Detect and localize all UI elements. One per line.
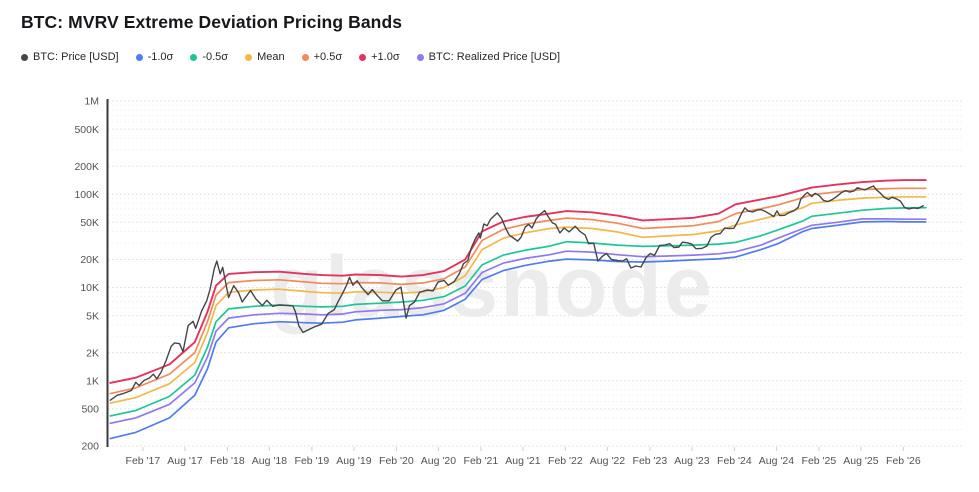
legend-item-minus-0-5-sigma[interactable]: -0.5σ [190,51,228,63]
series-line-realized-price [109,218,927,425]
x-axis-label: Aug '25 [843,455,878,467]
glassnode-watermark: glassnode [270,239,713,335]
x-axis-label: Feb '21 [464,455,499,467]
y-axis-label: 20K [80,254,99,266]
legend-label: -0.5σ [202,51,229,63]
legend-label: +1.0σ [371,51,400,63]
y-axis-label: 50K [80,217,99,229]
x-axis-label: Aug '17 [167,455,202,467]
x-axis-label: Aug '18 [252,455,287,467]
plus-0-5-sigma-legend-dot [301,53,309,61]
legend-item-minus-1-0-sigma[interactable]: -1.0σ [135,51,174,63]
y-axis-label: 1M [84,96,99,108]
legend-label: BTC: Price [USD] [33,51,119,63]
x-axis-label: Aug '21 [505,455,540,467]
x-axis-label: Feb '20 [379,455,414,467]
x-axis-label: Feb '18 [210,455,245,467]
y-axis-label: 500K [74,124,99,136]
x-axis-label: Feb '19 [295,455,330,467]
realized-price-legend-dot [416,53,424,61]
y-axis: 1M 500K 200K 100K 50K 20K 10K 5K 2K 1K 500 200 [74,96,99,453]
series-line-plus-0-5-sigma [109,187,927,395]
legend-item-plus-1-0-sigma[interactable]: +1.0σ [359,51,400,63]
series-line-minus-0-5-sigma [109,206,927,417]
minus-0-5-sigma-legend-dot [190,53,198,61]
legend-label: Mean [257,51,285,63]
series-lines [109,179,927,440]
y-axis-label: 10K [80,282,99,294]
x-axis-label: Feb '25 [802,455,837,467]
x-axis-label: Feb '26 [886,455,921,467]
x-axis: Feb '17 Aug '17 Feb '18 Aug '18 Feb '19 Aug '… [126,447,921,467]
x-axis-label: Feb '23 [633,455,668,467]
y-axis-label: 100K [74,189,99,201]
y-axis-label: 500 [81,404,99,416]
y-axis-label: 1K [86,375,99,387]
y-axis-label: 200K [74,161,99,173]
legend-item-plus-0-5-sigma[interactable]: +0.5σ [301,51,343,63]
minus-1-0-sigma-legend-dot [135,53,143,61]
x-axis-label: Feb '22 [548,455,583,467]
series-line-price [109,185,924,401]
legend-label: +0.5σ [313,51,343,63]
legend-label: -1.0σ [147,51,174,63]
series-line-minus-1-0-sigma [109,220,927,440]
price-legend-dot [21,53,28,61]
x-axis-label: Feb '17 [126,455,161,467]
x-axis-label: Aug '23 [674,455,709,467]
y-axis-label: 200 [81,441,99,453]
legend: BTC: Price [USD] -1.0σ -0.5σ Mean +0.5σ +1.0σ… [21,51,560,63]
plus-1-0-sigma-legend-dot [359,53,367,61]
legend-item-realized-price[interactable]: BTC: Realized Price [USD] [416,51,561,63]
legend-item-mean[interactable]: Mean [245,51,285,63]
x-axis-label: Aug '22 [590,455,625,467]
page-title: BTC: MVRV Extreme Deviation Pricing Band… [21,12,403,32]
x-axis-label: Aug '20 [421,455,456,467]
legend-item-price[interactable]: BTC: Price [USD] [21,51,119,63]
mean-legend-dot [245,53,253,61]
legend-label: BTC: Realized Price [USD] [428,51,561,63]
y-axis-label: 2K [86,347,99,359]
x-axis-label: Aug '19 [336,455,371,467]
x-axis-label: Feb '24 [717,455,752,467]
y-axis-label: 5K [86,310,99,322]
x-axis-label: Aug '24 [759,455,794,467]
